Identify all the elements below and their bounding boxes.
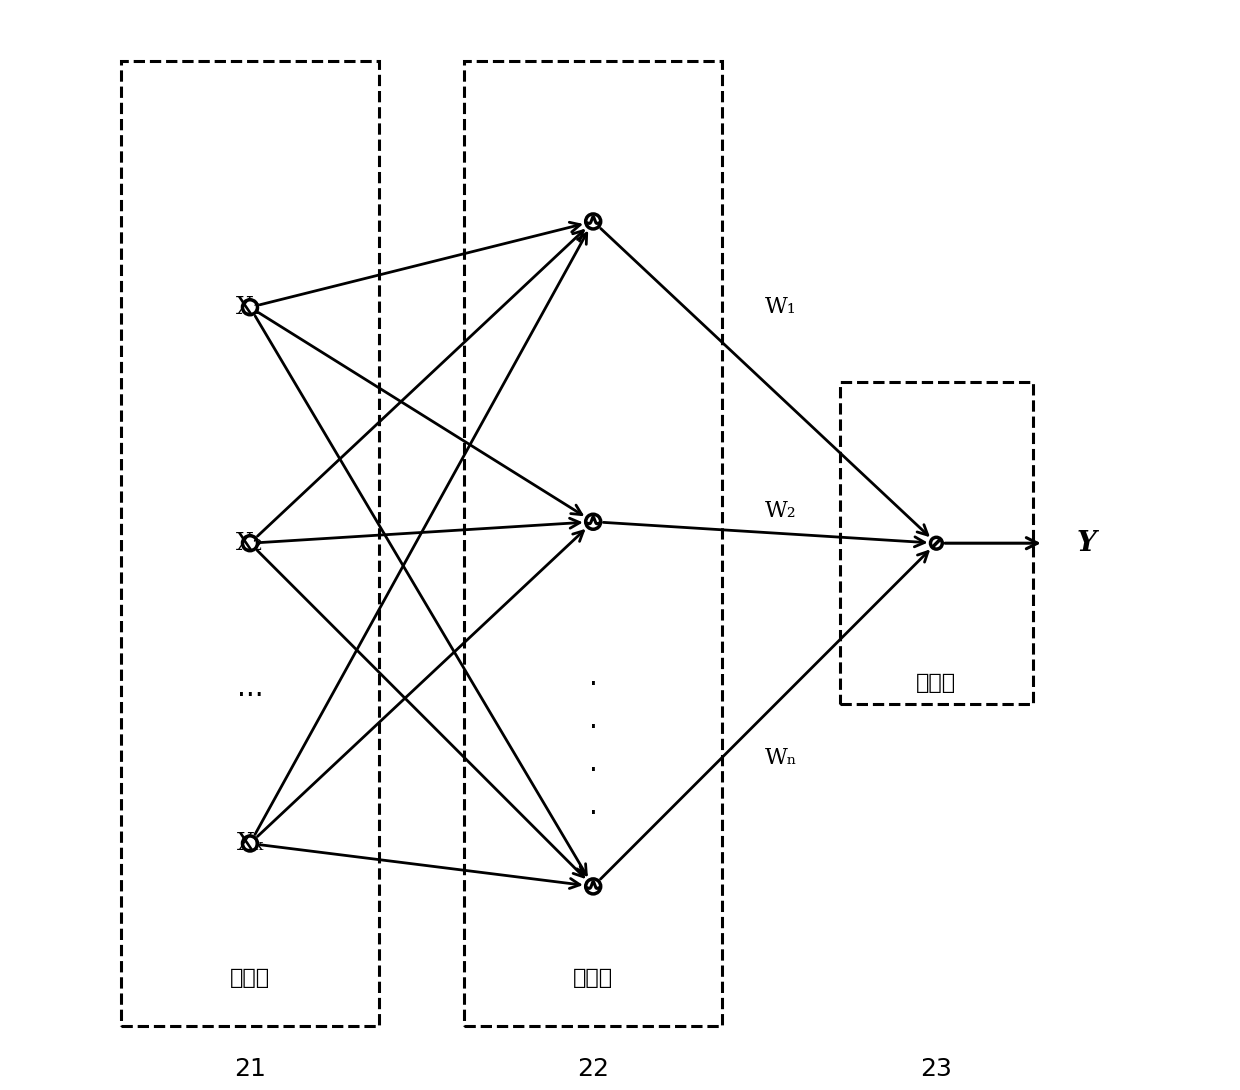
Text: 22: 22 [577, 1056, 609, 1080]
Text: .: . [589, 792, 598, 820]
Text: 输出层: 输出层 [916, 673, 956, 692]
Text: W₂: W₂ [765, 500, 796, 522]
Text: ...: ... [237, 674, 263, 702]
Bar [122, 61, 378, 1026]
Text: 隐藏层: 隐藏层 [573, 968, 614, 988]
Text: Wₙ: Wₙ [765, 747, 797, 768]
Circle shape [585, 514, 600, 530]
Text: 23: 23 [920, 1056, 952, 1080]
Bar [465, 61, 722, 1026]
Text: Y: Y [1076, 530, 1096, 557]
Text: .: . [589, 749, 598, 777]
Circle shape [243, 300, 258, 315]
Circle shape [243, 836, 258, 851]
Text: 21: 21 [234, 1056, 265, 1080]
Text: W₁: W₁ [765, 296, 796, 318]
Text: 输入层: 输入层 [229, 968, 270, 988]
Text: X₁: X₁ [236, 295, 264, 318]
Text: X₂: X₂ [236, 532, 264, 555]
Bar [839, 383, 1033, 704]
Circle shape [930, 537, 942, 549]
Text: .: . [589, 663, 598, 691]
Text: Xₖ: Xₖ [237, 832, 263, 855]
Circle shape [243, 535, 258, 550]
Circle shape [585, 879, 600, 894]
Text: .: . [589, 706, 598, 735]
Circle shape [585, 214, 600, 229]
